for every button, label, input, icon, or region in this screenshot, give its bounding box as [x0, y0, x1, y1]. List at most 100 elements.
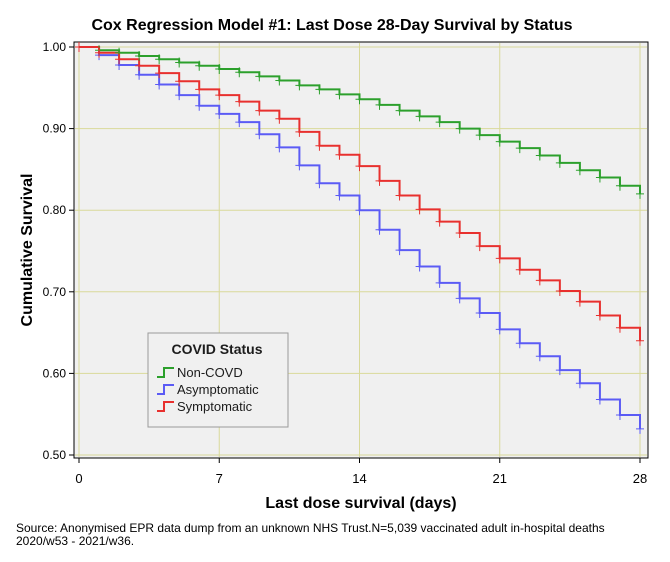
censor-mark: [375, 99, 384, 110]
censor-mark: [135, 60, 144, 71]
y-tick-label: 0.50: [43, 448, 67, 462]
censor-mark: [115, 54, 124, 65]
censor-mark: [455, 293, 464, 304]
censor-mark: [575, 378, 584, 389]
y-axis-label: Cumulative Survival: [19, 174, 36, 327]
x-axis: 0 7 14 21 28: [75, 458, 647, 486]
censor-mark: [235, 67, 244, 78]
censor-mark: [475, 308, 484, 319]
y-tick-label: 0.60: [43, 366, 67, 380]
x-tick-label: 0: [75, 471, 82, 486]
chart-title: Cox Regression Model #1: Last Dose 28-Da…: [91, 17, 572, 34]
censor-mark: [255, 105, 264, 116]
censor-mark: [595, 172, 604, 183]
censor-mark: [475, 130, 484, 141]
censor-mark: [575, 296, 584, 307]
x-axis-label: Last dose survival (days): [265, 495, 456, 512]
censor-mark: [235, 117, 244, 128]
x-tick-label: 7: [216, 471, 223, 486]
censor-mark: [495, 324, 504, 335]
y-axis: 0.50 0.60 0.70 0.80 0.90 1.00: [43, 40, 74, 462]
censor-mark: [215, 108, 224, 119]
censor-mark: [495, 136, 504, 147]
censor-mark: [535, 150, 544, 161]
censor-mark: [135, 69, 144, 80]
censor-mark: [355, 94, 364, 105]
legend: COVID Status Non-COVD Asymptomatic Symptom…: [147, 332, 289, 428]
censor-mark: [636, 188, 644, 199]
censor-mark: [595, 394, 604, 405]
censor-mark: [195, 60, 204, 71]
legend-title: COVID Status: [171, 341, 262, 357]
censor-mark: [355, 161, 364, 172]
censor-mark: [215, 90, 224, 101]
source-note: Source: Anonymised EPR data dump from an…: [16, 521, 605, 548]
legend-box: [147, 332, 289, 428]
survival-chart: Cox Regression Model #1: Last Dose 28-Da…: [19, 17, 649, 512]
censor-mark: [475, 241, 484, 252]
x-tick-label: 14: [352, 471, 366, 486]
censor-mark: [295, 80, 304, 91]
censor-mark: [95, 47, 104, 58]
censor-mark: [435, 117, 444, 128]
legend-swatch: [157, 401, 174, 412]
censor-mark: [235, 96, 244, 107]
censor-mark: [315, 140, 324, 151]
censor-mark: [455, 228, 464, 239]
censor-mark: [415, 111, 424, 122]
legend-label: Non-COVD: [177, 365, 243, 380]
censor-mark: [175, 76, 184, 87]
censor-mark: [395, 105, 404, 116]
censor-mark: [415, 261, 424, 272]
censor-mark: [195, 84, 204, 95]
censor-mark: [615, 180, 624, 191]
censor-mark: [535, 275, 544, 286]
censor-mark: [335, 89, 344, 100]
censor-mark: [435, 277, 444, 288]
censor-mark: [395, 245, 404, 256]
censor-mark: [295, 160, 304, 171]
censor-mark: [335, 149, 344, 160]
censor-mark: [275, 113, 284, 124]
legend-items: Non-COVD Asymptomatic Symptomatic: [157, 365, 259, 414]
censor-mark: [555, 285, 564, 296]
censor-mark: [315, 84, 324, 95]
censor-mark: [175, 90, 184, 101]
censor-mark: [435, 216, 444, 227]
censor-mark: [215, 64, 224, 75]
censor-mark: [515, 143, 524, 154]
censor-mark: [175, 57, 184, 68]
censor-mark: [636, 335, 644, 346]
censor-mark: [555, 365, 564, 376]
censor-mark: [575, 165, 584, 176]
censor-mark: [155, 68, 164, 79]
censor-mark: [495, 253, 504, 264]
legend-label: Asymptomatic: [177, 382, 259, 397]
censor-mark: [375, 224, 384, 235]
y-tick-label: 0.70: [43, 285, 67, 299]
y-tick-label: 0.80: [43, 203, 67, 217]
censor-mark: [615, 322, 624, 333]
censor-mark: [555, 157, 564, 168]
y-tick-label: 1.00: [43, 40, 67, 54]
censor-mark: [195, 100, 204, 111]
censor-marks: [75, 42, 644, 434]
censor-mark: [155, 54, 164, 65]
censor-mark: [595, 310, 604, 321]
censor-mark: [255, 129, 264, 140]
censor-mark: [455, 123, 464, 134]
censor-mark: [75, 42, 83, 52]
legend-swatch: [157, 367, 174, 378]
y-tick-label: 0.90: [43, 122, 67, 136]
censor-mark: [315, 178, 324, 189]
x-tick-label: 21: [493, 471, 507, 486]
censor-mark: [295, 126, 304, 137]
censor-mark: [515, 338, 524, 349]
censor-mark: [355, 205, 364, 216]
censor-mark: [615, 410, 624, 421]
x-tick-label: 28: [633, 471, 647, 486]
censor-mark: [415, 204, 424, 215]
censor-mark: [255, 71, 264, 82]
censor-mark: [275, 142, 284, 153]
censor-mark: [535, 351, 544, 362]
